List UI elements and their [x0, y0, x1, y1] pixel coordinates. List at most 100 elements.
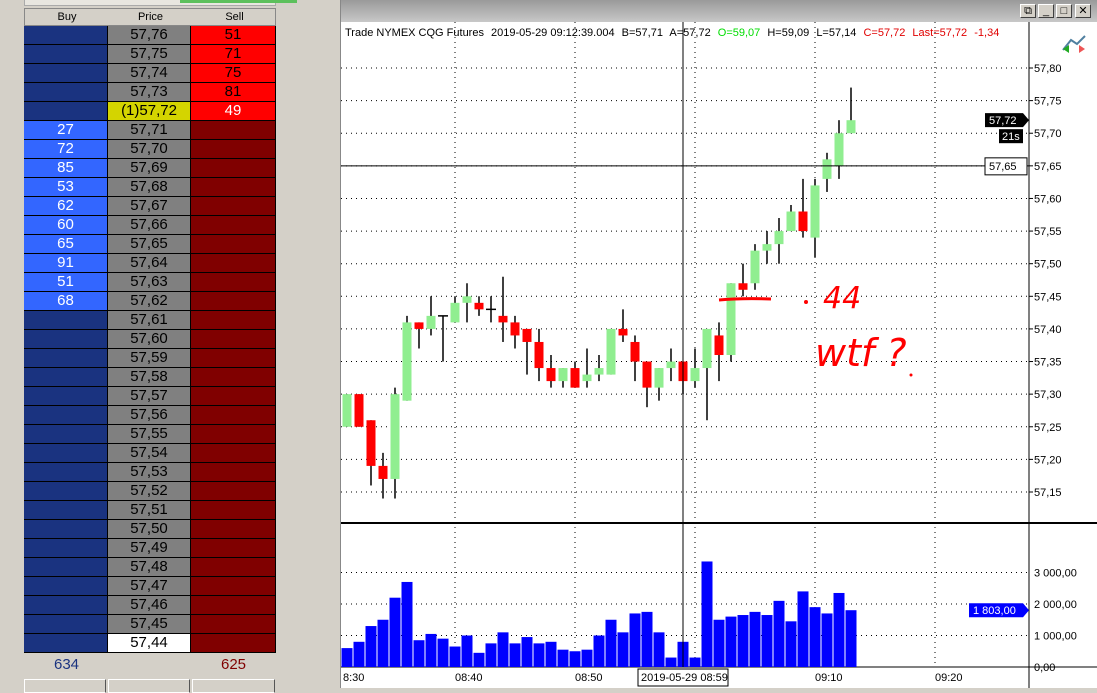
buy-cell[interactable]: [24, 83, 108, 102]
buy-cell[interactable]: [24, 26, 108, 45]
sell-cell[interactable]: [191, 197, 276, 216]
buy-cell[interactable]: [24, 368, 108, 387]
buy-cell[interactable]: [24, 311, 108, 330]
ladder-row[interactable]: 57,50: [24, 520, 276, 539]
sell-cell[interactable]: [191, 311, 276, 330]
ladder-row[interactable]: 57,52: [24, 482, 276, 501]
sell-cell[interactable]: [191, 273, 276, 292]
title-bar[interactable]: ⧉ _ □ ✕: [341, 0, 1097, 22]
sell-cell[interactable]: [191, 482, 276, 501]
ladder-row[interactable]: 57,58: [24, 368, 276, 387]
ladder-row[interactable]: 51 57,63: [24, 273, 276, 292]
buy-cell[interactable]: [24, 349, 108, 368]
buy-cell[interactable]: 53: [24, 178, 108, 197]
sell-cell[interactable]: [191, 520, 276, 539]
ladder-row[interactable]: 57,51: [24, 501, 276, 520]
ladder-row[interactable]: 27 57,71: [24, 121, 276, 140]
sell-cell[interactable]: [191, 121, 276, 140]
ladder-row[interactable]: 60 57,66: [24, 216, 276, 235]
minimize-button[interactable]: _: [1038, 4, 1054, 18]
buy-cell[interactable]: [24, 463, 108, 482]
sell-cell[interactable]: [191, 425, 276, 444]
buy-cell[interactable]: 68: [24, 292, 108, 311]
buy-cell[interactable]: 51: [24, 273, 108, 292]
sell-cell[interactable]: 75: [191, 64, 276, 83]
sell-cell[interactable]: [191, 634, 276, 653]
sell-cell[interactable]: [191, 178, 276, 197]
buy-cell[interactable]: [24, 330, 108, 349]
maximize-button[interactable]: □: [1056, 4, 1072, 18]
sell-cell[interactable]: 51: [191, 26, 276, 45]
ladder-row[interactable]: 57,49: [24, 539, 276, 558]
buy-cell[interactable]: 85: [24, 159, 108, 178]
ladder-row[interactable]: 72 57,70: [24, 140, 276, 159]
buy-cell[interactable]: 27: [24, 121, 108, 140]
sell-cell[interactable]: [191, 254, 276, 273]
buy-cell[interactable]: 65: [24, 235, 108, 254]
candlestick-chart[interactable]: 57,80 57,75 57,70 57,65 57,60 57,55 57,50 57,45…: [341, 0, 1097, 688]
sell-cell[interactable]: [191, 159, 276, 178]
sell-cell[interactable]: [191, 444, 276, 463]
buy-cell[interactable]: [24, 596, 108, 615]
buy-cell[interactable]: [24, 406, 108, 425]
sell-cell[interactable]: [191, 387, 276, 406]
ladder-button-3[interactable]: [192, 679, 275, 693]
buy-cell[interactable]: [24, 539, 108, 558]
ladder-row[interactable]: 53 57,68: [24, 178, 276, 197]
sell-cell[interactable]: 71: [191, 45, 276, 64]
ladder-row[interactable]: 57,46: [24, 596, 276, 615]
buy-cell[interactable]: 91: [24, 254, 108, 273]
price-ladder[interactable]: Buy Price Sell 57,76 51 57,75 71 57,74 75 57,7…: [24, 8, 276, 653]
sell-cell[interactable]: [191, 216, 276, 235]
ladder-row[interactable]: 57,54: [24, 444, 276, 463]
close-button[interactable]: ✕: [1075, 4, 1091, 18]
ladder-row[interactable]: 57,74 75: [24, 64, 276, 83]
ladder-row[interactable]: (1)57,72 49: [24, 102, 276, 121]
sell-cell[interactable]: [191, 292, 276, 311]
buy-cell[interactable]: [24, 520, 108, 539]
ladder-row[interactable]: 85 57,69: [24, 159, 276, 178]
ladder-button-2[interactable]: [108, 679, 190, 693]
buy-cell[interactable]: 60: [24, 216, 108, 235]
ladder-row[interactable]: 68 57,62: [24, 292, 276, 311]
ladder-row[interactable]: 57,60: [24, 330, 276, 349]
buy-cell[interactable]: [24, 482, 108, 501]
buy-cell[interactable]: [24, 444, 108, 463]
ladder-row[interactable]: 57,75 71: [24, 45, 276, 64]
ladder-row[interactable]: 91 57,64: [24, 254, 276, 273]
buy-cell[interactable]: [24, 634, 108, 653]
sell-cell[interactable]: 49: [191, 102, 276, 121]
buy-cell[interactable]: [24, 425, 108, 444]
sell-cell[interactable]: [191, 330, 276, 349]
sell-cell[interactable]: [191, 349, 276, 368]
ladder-row[interactable]: 57,47: [24, 577, 276, 596]
sell-cell[interactable]: [191, 558, 276, 577]
sell-cell[interactable]: [191, 501, 276, 520]
ladder-row[interactable]: 57,48: [24, 558, 276, 577]
sell-cell[interactable]: [191, 368, 276, 387]
sell-cell[interactable]: 81: [191, 83, 276, 102]
buy-cell[interactable]: [24, 577, 108, 596]
ladder-row[interactable]: 65 57,65: [24, 235, 276, 254]
sell-cell[interactable]: [191, 615, 276, 634]
sell-cell[interactable]: [191, 539, 276, 558]
buy-cell[interactable]: [24, 102, 108, 121]
buy-cell[interactable]: 72: [24, 140, 108, 159]
buy-cell[interactable]: [24, 387, 108, 406]
buy-cell[interactable]: 62: [24, 197, 108, 216]
restore-icon[interactable]: ⧉: [1020, 4, 1036, 18]
ladder-row[interactable]: 57,59: [24, 349, 276, 368]
ladder-row[interactable]: 57,44: [24, 634, 276, 653]
ladder-row[interactable]: 57,57: [24, 387, 276, 406]
sell-cell[interactable]: [191, 577, 276, 596]
ladder-row[interactable]: 57,76 51: [24, 26, 276, 45]
ladder-button-1[interactable]: [24, 679, 106, 693]
ladder-row[interactable]: 57,73 81: [24, 83, 276, 102]
sell-cell[interactable]: [191, 406, 276, 425]
sell-cell[interactable]: [191, 140, 276, 159]
sell-cell[interactable]: [191, 235, 276, 254]
ladder-row[interactable]: 57,61: [24, 311, 276, 330]
sell-cell[interactable]: [191, 596, 276, 615]
buy-cell[interactable]: [24, 558, 108, 577]
ladder-row[interactable]: 57,55: [24, 425, 276, 444]
